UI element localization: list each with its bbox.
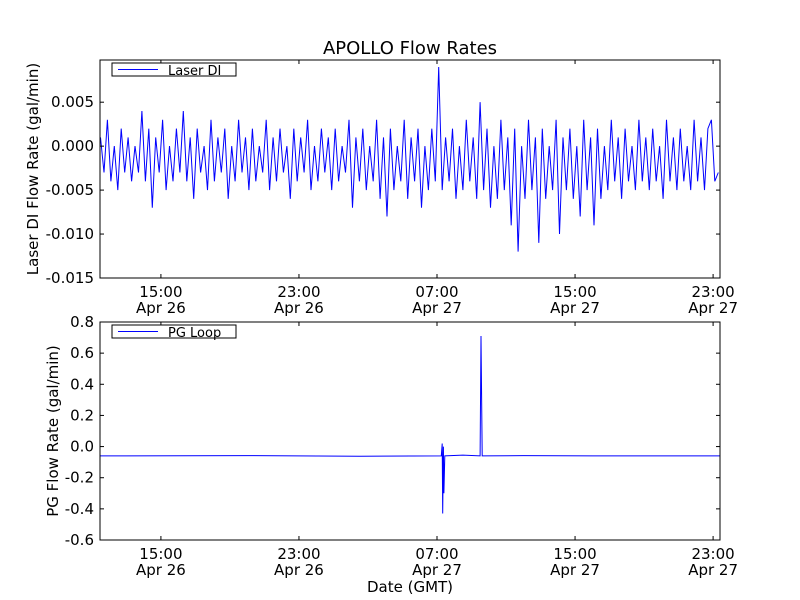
- y-tick-label: -0.4: [65, 500, 94, 518]
- y-tick-label: -0.005: [46, 181, 94, 199]
- x-tick-label-date: Apr 27: [412, 561, 462, 579]
- x-tick-label-time: 15:00: [139, 283, 182, 301]
- x-tick-label-time: 23:00: [277, 545, 320, 563]
- x-tick-label-date: Apr 26: [136, 299, 186, 317]
- x-tick-label-time: 15:00: [553, 545, 596, 563]
- y-tick-label: 0.6: [70, 344, 94, 362]
- y-tick-label: -0.015: [46, 269, 94, 287]
- y-tick-label: 0.005: [51, 93, 94, 111]
- y-tick-label: 0.0: [70, 438, 94, 456]
- y-tick-label: 0.000: [51, 137, 94, 155]
- chart-title: APOLLO Flow Rates: [323, 38, 497, 59]
- top-y-axis-label: Laser DI Flow Rate (gal/min): [24, 63, 42, 275]
- series-line-pg-loop: [99, 335, 720, 514]
- y-tick-label: 0.8: [70, 313, 94, 331]
- y-tick-label: -0.010: [46, 225, 94, 243]
- axes-frame: [99, 59, 721, 279]
- legend-box: [111, 62, 237, 77]
- x-tick-label-date: Apr 26: [274, 561, 324, 579]
- x-tick-label-date: Apr 27: [550, 299, 600, 317]
- legend: PG Loop: [111, 324, 237, 341]
- legend-entry: PG Loop: [168, 326, 221, 341]
- x-tick-label-time: 07:00: [415, 545, 458, 563]
- x-tick-label-date: Apr 27: [688, 561, 738, 579]
- x-tick-label-time: 07:00: [415, 283, 458, 301]
- bottom-y-axis-label: PG Flow Rate (gal/min): [44, 345, 62, 517]
- y-tick-label: 0.4: [70, 375, 94, 393]
- legend-entry: Laser DI: [168, 64, 221, 79]
- legend: Laser DI: [111, 62, 237, 79]
- y-tick-label: -0.2: [65, 469, 94, 487]
- x-tick-label-time: 15:00: [139, 545, 182, 563]
- axes-frame: [99, 321, 721, 541]
- x-tick-label-date: Apr 26: [274, 299, 324, 317]
- x-tick-label-time: 23:00: [277, 283, 320, 301]
- x-tick-label-time: 15:00: [553, 283, 596, 301]
- legend-box: [111, 324, 237, 339]
- x-tick-label-date: Apr 26: [136, 561, 186, 579]
- x-tick-label-time: 23:00: [691, 283, 734, 301]
- x-tick-label-time: 23:00: [691, 545, 734, 563]
- y-tick-label: -0.6: [65, 531, 94, 549]
- series-line-laser-di: [100, 66, 719, 252]
- x-axis-label: Date (GMT): [367, 578, 453, 596]
- x-tick-label-date: Apr 27: [688, 299, 738, 317]
- y-tick-label: 0.2: [70, 406, 94, 424]
- x-tick-label-date: Apr 27: [550, 561, 600, 579]
- x-tick-label-date: Apr 27: [412, 299, 462, 317]
